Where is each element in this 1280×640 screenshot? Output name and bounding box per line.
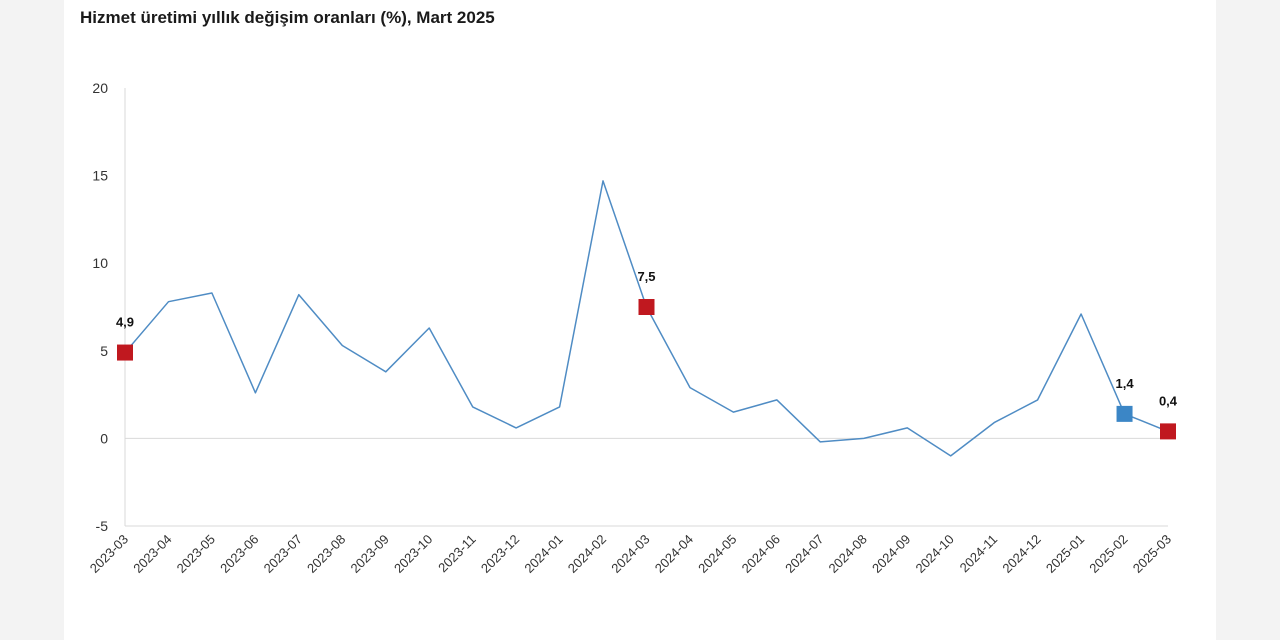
- x-tick-label: 2023-05: [174, 532, 218, 576]
- x-tick-label: 2025-01: [1043, 532, 1087, 576]
- x-tick-label: 2024-02: [565, 532, 609, 576]
- data-label: 4,9: [116, 315, 134, 330]
- x-tick-label: 2023-10: [391, 532, 435, 576]
- chart-title: Hizmet üretimi yıllık değişim oranları (…: [80, 8, 495, 27]
- x-tick-label: 2025-02: [1086, 532, 1130, 576]
- data-label: 0,4: [1159, 393, 1178, 408]
- chart-card: [64, 0, 1216, 640]
- x-tick-label: 2025-03: [1130, 532, 1174, 576]
- x-tick-label: 2023-06: [217, 532, 261, 576]
- series-line: [124, 180, 1169, 457]
- x-tick-label: 2023-09: [348, 532, 392, 576]
- y-tick-label: 15: [92, 168, 108, 184]
- x-tick-label: 2024-06: [739, 532, 783, 576]
- y-tick-label: -5: [96, 518, 109, 534]
- x-tick-label: 2024-05: [695, 532, 739, 576]
- x-tick-label: 2023-12: [478, 532, 522, 576]
- x-tick-label: 2024-01: [521, 532, 565, 576]
- data-point-marker: [117, 344, 133, 361]
- x-tick-label: 2024-04: [652, 532, 696, 576]
- x-tick-label: 2024-08: [826, 532, 870, 576]
- x-tick-label: 2023-03: [87, 532, 131, 576]
- data-point-marker: [638, 299, 655, 315]
- x-tick-label: 2023-04: [130, 532, 174, 576]
- x-tick-label: 2023-11: [435, 532, 479, 576]
- y-tick-label: 20: [92, 80, 108, 96]
- y-tick-label: 10: [92, 255, 108, 271]
- x-tick-label: 2023-07: [261, 532, 305, 576]
- x-tick-label: 2024-11: [957, 532, 1001, 576]
- data-point-marker: [1116, 405, 1133, 422]
- x-tick-label: 2024-10: [912, 532, 956, 576]
- x-tick-label: 2024-07: [782, 532, 826, 576]
- x-tick-label: 2024-09: [869, 532, 913, 576]
- x-tick-label: 2023-08: [304, 532, 348, 576]
- x-tick-label: 2024-03: [608, 532, 652, 576]
- data-label: 1,4: [1116, 376, 1135, 391]
- y-tick-label: 0: [100, 430, 108, 446]
- data-point-marker: [1160, 423, 1176, 440]
- x-tick-label: 2024-12: [999, 532, 1043, 576]
- y-tick-label: 5: [100, 343, 108, 359]
- data-label: 7,5: [637, 269, 655, 284]
